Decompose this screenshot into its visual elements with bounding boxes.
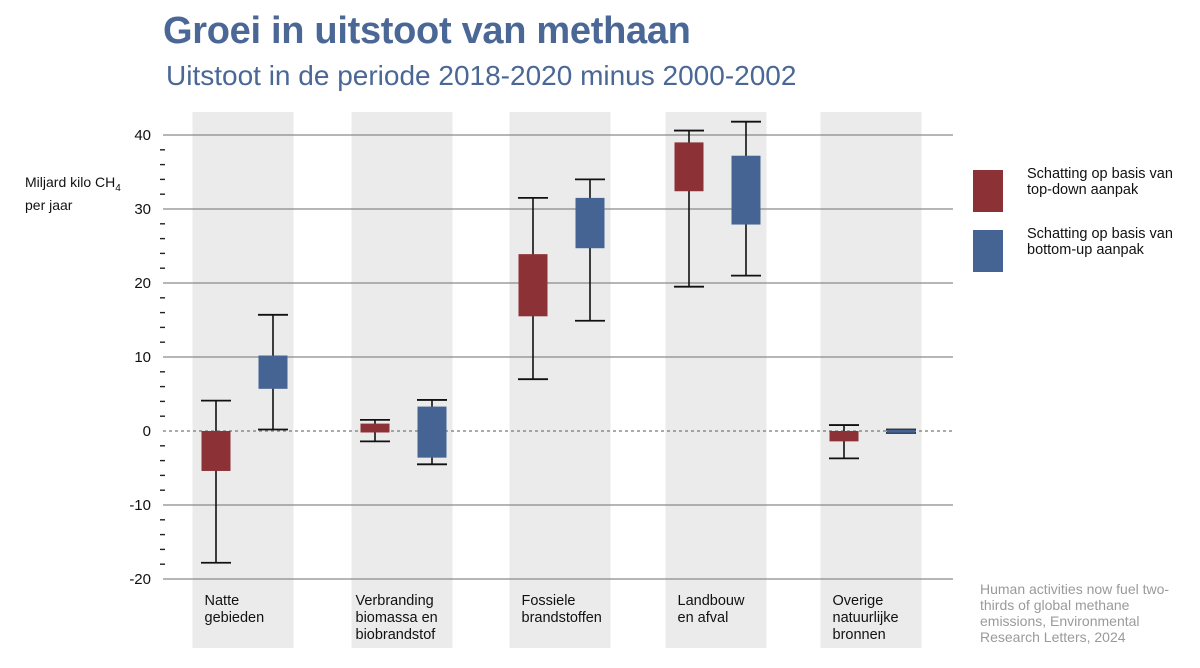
box-top-down-3 xyxy=(518,254,548,317)
y-tick-label-30: 30 xyxy=(134,201,151,218)
legend-swatch-bottom-up xyxy=(973,230,1003,272)
category-label-1: Natte gebieden xyxy=(205,593,265,626)
category-label-line: biobrandstof xyxy=(356,627,437,643)
category-label-line: Fossiele xyxy=(522,593,576,609)
category-label-line: Natte xyxy=(205,593,240,609)
box-bottom-up-2 xyxy=(417,406,447,458)
y-tick-label-0: 0 xyxy=(143,423,151,440)
y-tick-label--10: -10 xyxy=(129,497,151,514)
y-axis-label: Miljard kilo CH4 per jaar xyxy=(25,174,121,214)
chart-title: Groei in uitstoot van methaan xyxy=(163,10,691,52)
category-label-line: biomassa en xyxy=(356,610,438,626)
y-tick-label-40: 40 xyxy=(134,127,151,144)
category-label-line: Overige xyxy=(833,593,884,609)
category-band-5 xyxy=(820,112,922,648)
category-label-line: brandstoffen xyxy=(522,610,602,626)
y-axis-label-subscript: 4 xyxy=(115,182,121,194)
category-label-line: Landbouw xyxy=(678,593,745,609)
box-bottom-up-4 xyxy=(731,155,761,225)
legend-label-top-down: Schatting op basis van top-down aanpak xyxy=(1027,166,1173,198)
chart-subtitle: Uitstoot in de periode 2018-2020 minus 2… xyxy=(166,60,797,91)
category-label-line: natuurlijke xyxy=(833,610,899,626)
box-top-down-1 xyxy=(201,431,231,471)
box-top-down-2 xyxy=(360,423,390,433)
category-label-line: Verbranding xyxy=(356,593,434,609)
category-label-4: Landbouw en afval xyxy=(678,593,745,626)
category-label-line: en afval xyxy=(678,610,729,626)
box-bottom-up-3 xyxy=(575,197,605,249)
legend-label-bottom-up: Schatting op basis van bottom-up aanpak xyxy=(1027,226,1173,258)
category-label-5: Overige natuurlijke bronnen xyxy=(833,593,899,643)
box-bottom-up-1 xyxy=(258,355,288,389)
category-band-2 xyxy=(351,112,453,648)
category-label-3: Fossiele brandstoffen xyxy=(522,593,602,626)
box-top-down-5 xyxy=(829,431,859,442)
y-tick-label-10: 10 xyxy=(134,349,151,366)
y-axis-label-line1: Miljard kilo CH xyxy=(25,174,116,190)
category-label-2: Verbranding biomassa en biobrandstof xyxy=(356,593,438,643)
source-note: Human activities now fuel two-thirds of … xyxy=(980,581,1170,645)
legend-swatch-top-down xyxy=(973,170,1003,212)
y-tick-label-20: 20 xyxy=(134,275,151,292)
y-axis-label-line2: per jaar xyxy=(25,196,73,213)
box-top-down-4 xyxy=(674,142,704,192)
category-label-line: bronnen xyxy=(833,627,886,643)
category-label-line: gebieden xyxy=(205,610,265,626)
y-tick-label--20: -20 xyxy=(129,571,151,588)
box-bottom-up-5 xyxy=(886,429,916,433)
